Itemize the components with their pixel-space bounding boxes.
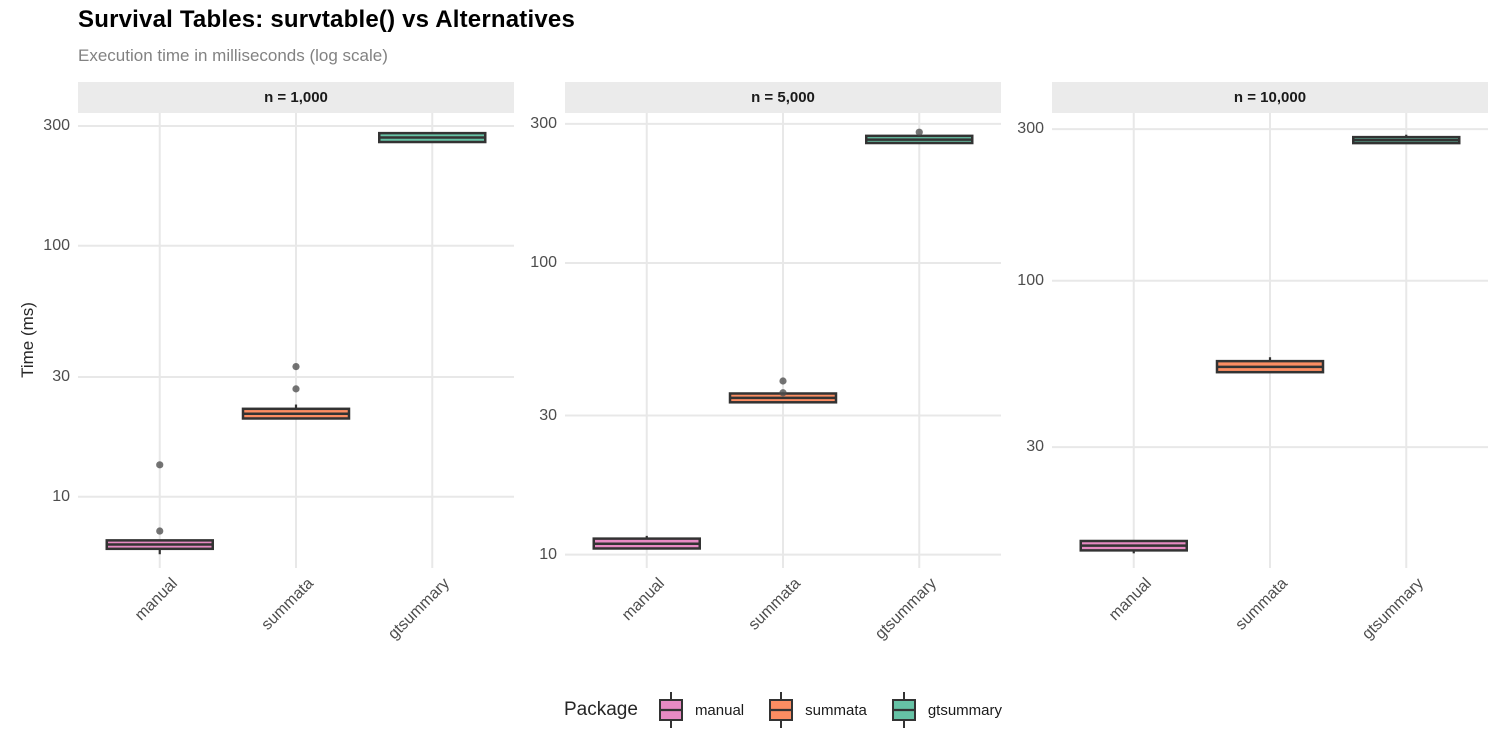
panel [78,113,514,568]
y-tick-label: 30 [1026,438,1044,456]
x-tick-label: summata [1232,575,1292,634]
legend-item: gtsummary [889,689,1002,731]
boxplot-key-icon [769,692,794,728]
x-tick-label: gtsummary [1359,575,1428,643]
chart-title: Survival Tables: survtable() vs Alternat… [78,6,575,33]
panel-area [565,113,1001,573]
facet-strip-label: n = 5,000 [751,89,815,106]
outlier-point [779,377,787,385]
x-tick-label: summata [745,575,805,634]
x-tick-label: gtsummary [385,575,454,643]
facet-strip-label: n = 10,000 [1233,89,1307,106]
panel [1052,113,1488,568]
outlier-point [915,128,923,136]
y-tick-label: 300 [530,114,557,132]
y-tick-label: 30 [52,367,70,385]
legend-items: manual summata gtsummary [656,689,1002,731]
y-tick-label: 10 [539,545,557,563]
y-tick-label: 30 [539,406,557,424]
y-tick-label: 300 [43,116,70,134]
x-tick-label: manual [618,575,668,625]
x-tick-label: manual [131,575,181,625]
outlier-point [779,389,787,397]
legend-item-label: manual [694,701,745,719]
y-tick-label: 100 [1017,271,1044,289]
boxplot-key-icon [891,692,916,728]
outlier-point [292,362,300,371]
outlier-point [292,385,300,393]
legend-item: summata [766,689,867,731]
outlier-point [156,527,164,535]
y-tick-label: 100 [530,254,557,272]
y-tick-label: 300 [1017,120,1044,138]
legend-item: manual [656,689,744,731]
panel [565,113,1001,568]
facet-strip: n = 10,000 [1052,82,1488,113]
legend-item-label: summata [805,701,867,719]
legend-title: Package [563,699,638,720]
x-tick-label: manual [1105,575,1155,625]
legend: Package manual summata gtsummary [78,686,1488,734]
boxplot-key-icon [658,692,683,728]
y-tick-label: 10 [52,487,70,505]
chart-subtitle: Execution time in milliseconds (log scal… [78,46,388,65]
facet-strip: n = 5,000 [565,82,1001,113]
y-tick-label: 100 [43,236,70,254]
panel-area [1052,113,1488,573]
legend-item-label: gtsummary [927,701,1003,719]
x-tick-label: summata [258,575,318,634]
x-tick-label: gtsummary [872,575,941,643]
panel-area [78,113,514,573]
facet-strip-label: n = 1,000 [264,89,328,106]
facet-strip: n = 1,000 [78,82,514,113]
outlier-point [156,461,164,469]
